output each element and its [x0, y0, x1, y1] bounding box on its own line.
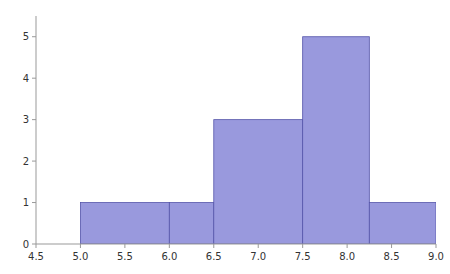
- y-tick-label: 0: [23, 239, 29, 250]
- y-tick: [32, 202, 36, 203]
- x-tick: [302, 244, 303, 248]
- x-tick-label: 7.0: [250, 251, 266, 262]
- y-tick: [32, 36, 36, 37]
- chart: 4.5 5.0 5.5 6.0 6.5 7.0 7.5 8.0 8.5 9.0 0 1 2 3 4 5: [0, 0, 450, 274]
- y-tick-label: 2: [23, 156, 29, 167]
- y-tick: [32, 244, 36, 245]
- x-tick-label: 4.5: [28, 251, 44, 262]
- x-tick-label: 8.5: [384, 251, 400, 262]
- x-tick-label: 6.5: [206, 251, 222, 262]
- y-tick: [32, 161, 36, 162]
- x-tick-label: 6.0: [161, 251, 177, 262]
- x-tick: [436, 244, 437, 248]
- bar: [169, 203, 213, 244]
- y-tick: [32, 119, 36, 120]
- y-tick-label: 4: [23, 73, 29, 84]
- x-tick-label: 8.0: [339, 251, 355, 262]
- x-tick-label: 7.5: [295, 251, 311, 262]
- axes: 4.5 5.0 5.5 6.0 6.5 7.0 7.5 8.0 8.5 9.0 0 1 2 3 4 5: [23, 16, 444, 262]
- y-tick-label: 5: [23, 31, 29, 42]
- x-tick-label: 9.0: [428, 251, 444, 262]
- x-tick: [258, 244, 259, 248]
- x-tick-label: 5.0: [72, 251, 88, 262]
- y-axis-line: [36, 16, 37, 244]
- x-tick: [124, 244, 125, 248]
- x-tick: [36, 244, 37, 248]
- y-tick: [32, 78, 36, 79]
- x-tick: [80, 244, 81, 248]
- bar: [80, 203, 169, 244]
- bar: [369, 203, 436, 244]
- bar: [303, 37, 370, 244]
- x-axis-line: [36, 244, 436, 245]
- y-tick-label: 1: [23, 197, 29, 208]
- x-tick: [213, 244, 214, 248]
- x-tick: [391, 244, 392, 248]
- x-tick: [347, 244, 348, 248]
- x-tick-label: 5.5: [117, 251, 133, 262]
- x-tick: [169, 244, 170, 248]
- bars: [80, 37, 436, 244]
- bar: [214, 120, 303, 244]
- y-tick-label: 3: [23, 114, 29, 125]
